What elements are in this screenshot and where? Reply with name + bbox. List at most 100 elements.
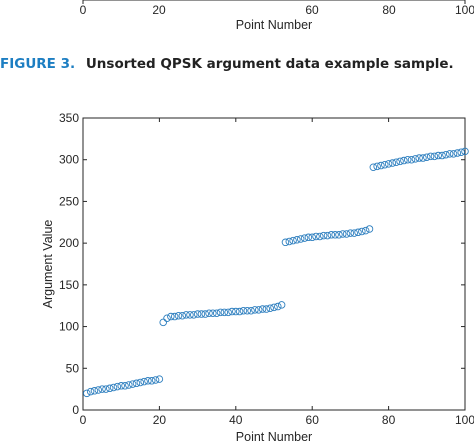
plot-area [82,117,466,411]
data-point [331,231,339,239]
data-point [178,311,187,320]
y-tick-label: 100 [59,320,79,334]
data-point [266,304,274,312]
data-point [174,311,183,320]
data-point [98,385,106,393]
data-point [308,233,316,242]
x-tick-label: 100 [455,413,474,427]
data-point [327,231,336,239]
scatter-chart: 0 50 100 150 200 250 300 350 0 20 40 60 80 100 Point… [41,111,474,444]
data-point [388,159,397,167]
data-point [369,163,378,171]
data-point [254,306,263,314]
data-point [312,232,320,241]
data-point [121,382,129,390]
fragment-tick-label: 100 [455,3,474,17]
data-point [373,162,381,171]
x-tick-label: 60 [306,413,320,427]
x-axis: 0 20 40 60 80 100 [80,118,474,427]
data-point [159,318,167,327]
data-point [396,157,404,166]
fragment-tick-label: 20 [152,3,166,17]
data-point [163,314,171,322]
y-tick-label: 0 [72,403,79,417]
data-point [415,154,423,162]
data-series [83,147,469,398]
data-point [209,309,217,317]
data-point [430,152,439,161]
data-point [354,228,362,237]
data-point [247,306,255,315]
data-point [423,153,431,161]
data-point [113,382,122,391]
data-point [132,379,141,388]
data-point [323,231,332,240]
data-point [220,308,229,317]
figure-caption: FIGURE 3. Unsorted QPSK argument data ex… [0,56,474,72]
x-tick-label: 80 [382,413,396,427]
data-point [285,237,294,246]
data-point [190,311,198,319]
data-point [262,305,271,313]
data-point [128,380,137,388]
data-point [239,306,248,315]
data-point [243,306,252,315]
data-point [212,309,221,317]
y-tick-label: 200 [59,236,79,250]
data-point [228,307,236,316]
data-point [205,309,213,317]
data-point [170,312,179,321]
data-point [151,376,160,384]
data-point [155,375,164,383]
y-axis: 0 50 100 150 200 250 300 350 [59,111,465,417]
x-tick-label: 0 [80,413,87,427]
x-tick-label: 20 [153,413,167,427]
y-tick-label: 300 [59,153,79,167]
data-point [403,155,412,164]
data-point [361,226,370,235]
x-axis-title: Point Number [236,430,312,444]
data-point [94,386,103,394]
data-point [140,377,148,386]
data-point [148,377,156,385]
y-tick-label: 50 [66,361,80,375]
data-point [125,381,133,389]
data-point [102,385,110,393]
data-point [117,382,125,390]
data-point [335,231,343,239]
data-point [419,154,427,162]
data-point [289,236,297,245]
data-point [407,155,416,164]
data-point [339,230,347,238]
data-point [346,229,355,237]
data-point [392,158,400,166]
data-point [232,307,240,316]
data-point [426,152,435,161]
data-point [350,229,358,237]
data-point [316,232,324,241]
data-point [358,227,366,236]
data-point [304,233,313,242]
fragment-tick-label: 0 [80,3,87,17]
data-point [235,307,244,316]
fragment-x-axis-title: Point Number [236,18,312,32]
data-point [342,230,351,238]
fragment-tick-label: 60 [305,3,319,17]
data-point [400,156,408,165]
data-point [167,312,175,321]
data-point [300,234,309,242]
data-point [365,225,374,233]
data-point [449,150,458,158]
previous-figure-fragment: 0 20 60 80 100 Point Number [80,0,474,32]
fragment-tick-label: 80 [382,3,396,17]
y-tick-label: 250 [59,194,79,208]
data-point [411,155,420,163]
data-point [197,310,206,318]
data-point [442,150,450,159]
data-point [438,151,446,160]
data-point [105,384,114,393]
data-point [136,378,145,387]
data-point [384,160,393,168]
x-tick-label: 40 [229,413,243,427]
data-point [453,149,462,157]
